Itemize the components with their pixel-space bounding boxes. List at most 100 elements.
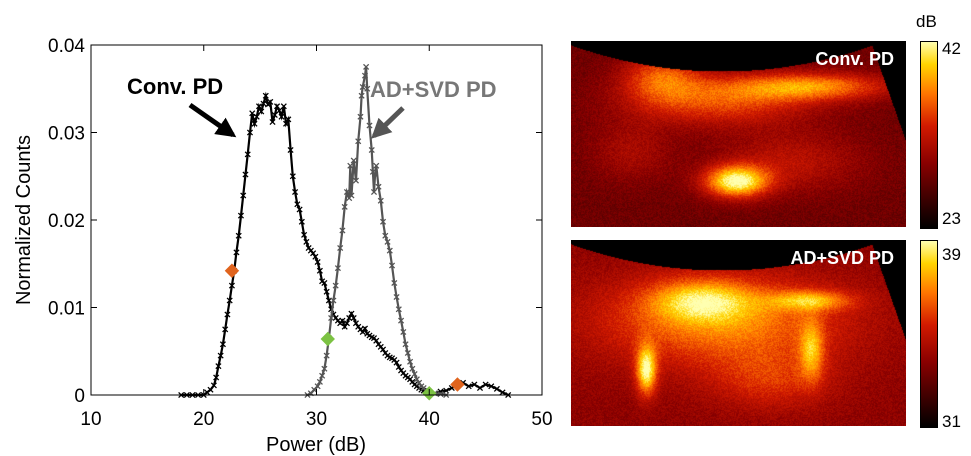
data-point xyxy=(240,192,247,199)
data-point xyxy=(312,253,319,260)
data-point xyxy=(382,232,389,239)
data-point xyxy=(393,359,400,366)
data-point xyxy=(398,317,405,324)
colorbar-unit: dB xyxy=(916,12,937,31)
data-point xyxy=(217,352,224,359)
data-point xyxy=(411,370,418,378)
data-point xyxy=(386,247,393,254)
highlight-marker xyxy=(450,377,465,392)
data-point xyxy=(343,188,351,196)
highlight-marker xyxy=(224,263,240,278)
data-point xyxy=(321,365,328,372)
data-point xyxy=(372,171,379,178)
data-point xyxy=(222,326,229,333)
data-point xyxy=(409,365,416,372)
data-point xyxy=(319,372,326,379)
data-point xyxy=(294,201,301,208)
data-point xyxy=(219,341,226,348)
image-label-adsvd: AD+SVD PD xyxy=(790,248,894,268)
data-point xyxy=(330,297,337,304)
data-point xyxy=(289,173,296,180)
data-point xyxy=(251,120,258,127)
data-point xyxy=(343,320,351,327)
data-point xyxy=(235,232,242,239)
data-point xyxy=(346,314,353,322)
data-point xyxy=(355,138,362,145)
data-point xyxy=(373,162,380,169)
data-point xyxy=(233,249,240,256)
data-point xyxy=(347,162,354,169)
x-tick-label: 50 xyxy=(531,409,552,430)
data-point xyxy=(310,250,317,257)
data-point xyxy=(242,171,249,178)
image-label-conv: Conv. PD xyxy=(815,49,894,69)
y-tick-label: 0 xyxy=(74,386,85,407)
data-point xyxy=(321,279,328,287)
data-point xyxy=(301,231,308,238)
data-point xyxy=(215,363,222,370)
data-point xyxy=(379,218,387,225)
x-axis-label: Power (dB) xyxy=(266,434,366,456)
annotation-conv-pd: Conv. PD xyxy=(127,74,223,99)
data-point xyxy=(395,363,402,371)
data-point xyxy=(339,227,346,234)
colorbar-conv-min: 23 xyxy=(942,209,961,228)
x-tick-label: 20 xyxy=(193,409,214,430)
data-point xyxy=(373,337,380,344)
data-point xyxy=(314,258,321,266)
data-point xyxy=(323,288,330,295)
data-point xyxy=(285,116,292,123)
x-tick-label: 30 xyxy=(306,409,327,430)
data-point xyxy=(416,379,423,386)
data-point xyxy=(361,72,369,79)
data-point xyxy=(210,382,217,389)
y-tick-label: 0.02 xyxy=(48,211,85,232)
data-point xyxy=(271,111,278,119)
y-axis-label: Normalized Counts xyxy=(13,135,35,305)
data-point xyxy=(368,146,375,154)
power-doppler-image-conv: Conv. PD xyxy=(571,41,906,227)
annotation-adsvd-pd: AD+SVD PD xyxy=(370,77,497,102)
arrow-conv-pd xyxy=(188,102,237,138)
data-point xyxy=(269,118,276,126)
x-tick-label: 40 xyxy=(419,409,440,430)
data-point xyxy=(348,192,355,199)
colorbar-adsvd-min: 31 xyxy=(942,412,961,431)
data-point xyxy=(488,383,495,390)
data-point xyxy=(244,151,251,158)
data-point xyxy=(341,203,348,210)
colorbar-adsvd-max: 39 xyxy=(942,245,961,264)
data-point xyxy=(273,103,281,110)
data-point xyxy=(482,381,489,388)
data-point xyxy=(375,183,382,190)
data-point xyxy=(476,384,484,392)
data-point xyxy=(334,265,341,272)
data-point xyxy=(493,385,500,392)
data-point xyxy=(332,282,339,289)
data-point xyxy=(370,188,378,196)
series-line-conv-pd xyxy=(181,91,509,397)
data-point xyxy=(499,389,506,396)
data-point xyxy=(260,100,267,107)
highlight-marker xyxy=(320,331,335,347)
data-point xyxy=(258,108,265,115)
data-point xyxy=(228,282,235,289)
data-point xyxy=(314,383,321,390)
data-point xyxy=(267,98,274,105)
colorbar-adsvd xyxy=(920,240,938,428)
data-point xyxy=(359,328,366,336)
data-point xyxy=(437,391,444,398)
data-point xyxy=(358,92,365,99)
data-point xyxy=(276,107,283,114)
data-point xyxy=(404,349,411,357)
data-point xyxy=(325,297,332,304)
data-point xyxy=(357,113,364,120)
data-point xyxy=(379,346,387,353)
colorbar-conv xyxy=(920,41,938,229)
data-point xyxy=(471,381,478,388)
data-point xyxy=(377,197,384,204)
y-tick-label: 0.04 xyxy=(48,36,85,57)
data-point xyxy=(323,352,330,359)
data-point xyxy=(361,325,369,332)
